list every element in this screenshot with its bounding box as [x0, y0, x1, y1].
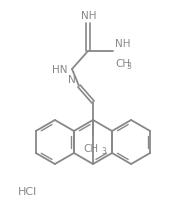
Text: 3: 3	[126, 62, 131, 71]
Text: HCl: HCl	[18, 186, 37, 196]
Text: NH: NH	[115, 39, 131, 49]
Text: 3: 3	[101, 146, 106, 155]
Text: CH: CH	[84, 143, 99, 153]
Text: N: N	[68, 75, 76, 85]
Text: HN: HN	[52, 65, 68, 75]
Text: CH: CH	[115, 59, 130, 69]
Text: NH: NH	[81, 11, 97, 21]
